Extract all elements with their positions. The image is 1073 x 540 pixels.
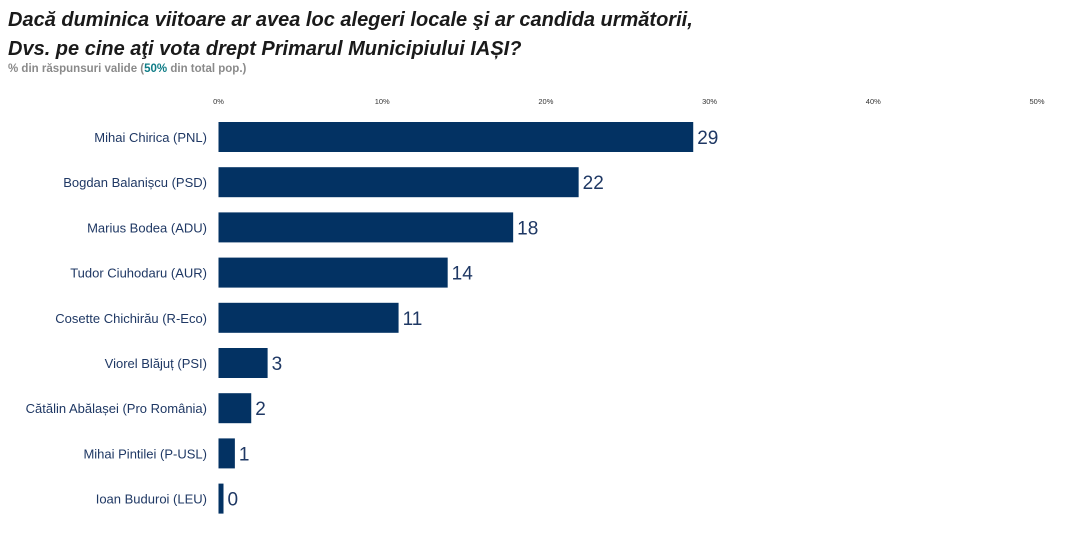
bar [218, 348, 268, 378]
data-label: 18 [517, 218, 538, 239]
bar [218, 122, 694, 152]
data-label: 0 [228, 490, 239, 511]
category-label: Tudor Ciuhodaru (AUR) [70, 266, 207, 281]
category-label: Mihai Chirica (PNL) [94, 130, 207, 145]
bar [218, 257, 448, 288]
data-label: 22 [583, 173, 604, 194]
category-label: Bogdan Balanișcu (PSD) [63, 175, 207, 190]
subtitle-highlight: 50% [144, 63, 168, 75]
x-tick-label: 30% [702, 97, 717, 106]
chart-title-line-1: Dacă duminica viitoare ar avea loc alege… [8, 9, 693, 31]
data-label: 2 [255, 399, 266, 420]
data-label: 14 [452, 264, 474, 285]
category-label: Cătălin Abălașei (Pro România) [26, 401, 207, 416]
bar [218, 438, 235, 469]
x-tick-label: 10% [375, 97, 390, 106]
data-label: 3 [272, 354, 283, 375]
bar [218, 483, 224, 514]
category-label: Ioan Buduroi (LEU) [96, 492, 207, 507]
data-label: 29 [697, 128, 718, 149]
chart-title: Dacă duminica viitoare ar avea loc alege… [8, 6, 1058, 64]
x-tick-label: 40% [866, 97, 881, 106]
subtitle-prefix: % din răspunsuri valide ( [8, 63, 145, 75]
x-tick-label: 50% [1029, 97, 1044, 106]
bar [218, 212, 514, 243]
category-label: Cosette Chichirău (R-Eco) [55, 311, 207, 326]
chart-subtitle: % din răspunsuri valide (50% din total p… [8, 63, 246, 75]
category-label: Viorel Blăjuț (PSI) [105, 356, 207, 371]
subtitle-suffix: din total pop.) [167, 63, 247, 75]
x-tick-label: 0% [213, 97, 224, 106]
bar [218, 393, 252, 424]
bar [218, 167, 579, 198]
x-tick-label: 20% [538, 97, 553, 106]
bar [218, 302, 399, 333]
chart-title-line-2: Dvs. pe cine aţi vota drept Primarul Mun… [8, 38, 522, 60]
category-label: Marius Bodea (ADU) [87, 220, 207, 235]
data-label: 1 [239, 444, 250, 465]
category-label: Mihai Pintilei (P-USL) [83, 446, 207, 461]
data-label: 11 [403, 309, 423, 330]
